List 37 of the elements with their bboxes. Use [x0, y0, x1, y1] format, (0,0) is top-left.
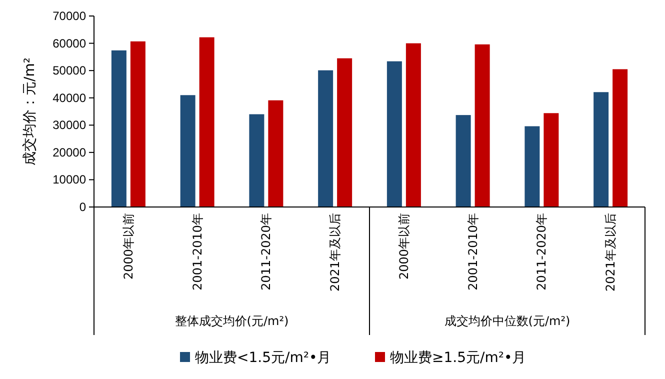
bar — [249, 114, 264, 207]
y-tick-label: 60000 — [52, 36, 86, 50]
y-tick-label: 20000 — [52, 145, 86, 160]
bar — [594, 92, 609, 207]
x-tick-label: 2021年及以后 — [604, 213, 618, 292]
bar — [318, 70, 334, 207]
text: 整体成交均价(元/m²) — [174, 314, 289, 328]
bar — [406, 43, 421, 207]
text: 成交均价中位数(元/m²) — [444, 314, 570, 328]
bar — [544, 113, 559, 207]
x-tick-label: 2000年以前 — [121, 213, 136, 280]
x-tick-label: 2001-2010年 — [190, 213, 204, 290]
bar — [199, 37, 214, 207]
bar — [474, 44, 490, 207]
y-tick-label: 30000 — [52, 118, 86, 132]
y-tick-label: 10000 — [52, 172, 86, 187]
x-tick-label: 2001-2010年 — [466, 213, 480, 290]
bar — [524, 126, 540, 207]
y-axis-title: 成交均价：元/m² — [22, 58, 38, 166]
x-tick-label: 2021年及以后 — [328, 213, 342, 292]
bar — [180, 95, 196, 207]
bar — [268, 100, 284, 207]
legend-label: 物业费<1.5元/m²•月 — [195, 350, 332, 366]
y-tick-label: 0 — [79, 200, 86, 214]
bar — [386, 61, 402, 207]
y-tick-label: 50000 — [52, 64, 86, 78]
bar — [130, 41, 146, 207]
x-tick-label: 2011-2020年 — [259, 213, 274, 290]
x-tick-label: 2000年以前 — [396, 213, 411, 280]
x-tick-label: 2011-2020年 — [534, 213, 549, 290]
bar — [337, 58, 352, 207]
legend-label: 物业费≥1.5元/m²•月 — [390, 350, 526, 366]
y-tick-label: 70000 — [52, 9, 86, 23]
bar — [111, 50, 126, 207]
y-tick-label: 40000 — [52, 90, 86, 105]
bar — [612, 69, 628, 207]
bar — [456, 115, 471, 207]
